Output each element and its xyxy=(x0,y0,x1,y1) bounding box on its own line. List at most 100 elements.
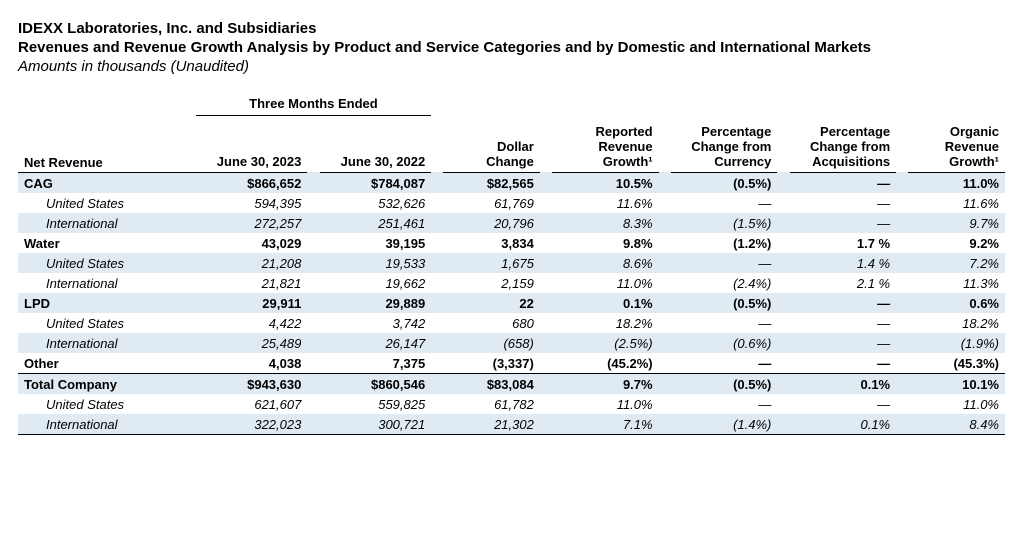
cell: 0.1% xyxy=(790,373,897,394)
cell: 21,302 xyxy=(443,414,539,435)
cell: 4,422 xyxy=(196,313,308,333)
cell: 61,769 xyxy=(443,193,539,213)
col-header-7: Organic Revenue Growth¹ xyxy=(908,122,1005,172)
col-header-3: Dollar Change xyxy=(443,122,539,172)
cell: 9.7% xyxy=(908,213,1005,233)
row-header: Net Revenue xyxy=(18,122,196,172)
cell: 10.1% xyxy=(908,373,1005,394)
cell: 0.6% xyxy=(908,293,1005,313)
cell: 10.5% xyxy=(552,172,659,193)
cell: 7.1% xyxy=(552,414,659,435)
cell: (0.6%) xyxy=(671,333,778,353)
cell: — xyxy=(790,313,897,333)
cell: (45.3%) xyxy=(908,353,1005,374)
cell: (0.5%) xyxy=(671,172,778,193)
cell: 21,208 xyxy=(196,253,308,273)
cell: United States xyxy=(18,253,196,273)
cell: (1.9%) xyxy=(908,333,1005,353)
cell: International xyxy=(18,273,196,293)
cell: — xyxy=(671,394,778,414)
cell: — xyxy=(790,353,897,374)
cell: 532,626 xyxy=(320,193,432,213)
cell: 2,159 xyxy=(443,273,539,293)
cell: (45.2%) xyxy=(552,353,659,374)
table-row: Total Company$943,630$860,546$83,0849.7%… xyxy=(18,373,1005,394)
cell: International xyxy=(18,333,196,353)
cell: United States xyxy=(18,394,196,414)
cell: LPD xyxy=(18,293,196,313)
cell: — xyxy=(671,193,778,213)
table-row: United States594,395532,62661,76911.6%——… xyxy=(18,193,1005,213)
cell: (1.4%) xyxy=(671,414,778,435)
cell: $866,652 xyxy=(196,172,308,193)
cell: 300,721 xyxy=(320,414,432,435)
cell: 18.2% xyxy=(552,313,659,333)
cell: 594,395 xyxy=(196,193,308,213)
table-row: Water43,02939,1953,8349.8%(1.2%)1.7 %9.2… xyxy=(18,233,1005,253)
table-row: International272,257251,46120,7968.3%(1.… xyxy=(18,213,1005,233)
cell: 680 xyxy=(443,313,539,333)
cell: — xyxy=(790,333,897,353)
cell: 11.0% xyxy=(552,273,659,293)
company-name: IDEXX Laboratories, Inc. and Subsidiarie… xyxy=(18,20,1005,37)
cell: 18.2% xyxy=(908,313,1005,333)
cell: 3,742 xyxy=(320,313,432,333)
cell: — xyxy=(790,394,897,414)
cell: International xyxy=(18,414,196,435)
cell: — xyxy=(790,193,897,213)
cell: 322,023 xyxy=(196,414,308,435)
cell: 9.2% xyxy=(908,233,1005,253)
cell: 11.0% xyxy=(908,172,1005,193)
cell: 22 xyxy=(443,293,539,313)
cell: $784,087 xyxy=(320,172,432,193)
cell: International xyxy=(18,213,196,233)
cell: 7,375 xyxy=(320,353,432,374)
cell: 1.7 % xyxy=(790,233,897,253)
cell: — xyxy=(671,253,778,273)
cell: (0.5%) xyxy=(671,373,778,394)
cell: 29,889 xyxy=(320,293,432,313)
col-header-5: Percentage Change from Currency xyxy=(671,122,778,172)
table-row: International25,48926,147(658)(2.5%)(0.6… xyxy=(18,333,1005,353)
cell: 25,489 xyxy=(196,333,308,353)
cell: Total Company xyxy=(18,373,196,394)
cell: 21,821 xyxy=(196,273,308,293)
cell: 29,911 xyxy=(196,293,308,313)
column-header-row: Net Revenue June 30, 2023 June 30, 2022 … xyxy=(18,122,1005,172)
cell: 11.0% xyxy=(908,394,1005,414)
amounts-note: Amounts in thousands (Unaudited) xyxy=(18,58,1005,75)
period-row: Three Months Ended xyxy=(18,93,1005,116)
table-row: United States4,4223,74268018.2%——18.2% xyxy=(18,313,1005,333)
cell: 39,195 xyxy=(320,233,432,253)
cell: 43,029 xyxy=(196,233,308,253)
col-header-6: Percentage Change from Acquisitions xyxy=(790,122,897,172)
cell: 8.4% xyxy=(908,414,1005,435)
cell: — xyxy=(671,313,778,333)
cell: (3,337) xyxy=(443,353,539,374)
table-row: International322,023 300,721 21,302 7.1% (1.… xyxy=(18,414,1005,435)
table-row: LPD29,91129,889220.1%(0.5%)—0.6% xyxy=(18,293,1005,313)
cell: (1.2%) xyxy=(671,233,778,253)
table-row: International21,82119,6622,15911.0%(2.4%… xyxy=(18,273,1005,293)
cell: 251,461 xyxy=(320,213,432,233)
cell: 0.1% xyxy=(552,293,659,313)
cell: 11.3% xyxy=(908,273,1005,293)
cell: 272,257 xyxy=(196,213,308,233)
cell: 8.3% xyxy=(552,213,659,233)
cell: 11.6% xyxy=(908,193,1005,213)
period-label: Three Months Ended xyxy=(196,93,432,116)
cell: 61,782 xyxy=(443,394,539,414)
cell: $943,630 xyxy=(196,373,308,394)
cell: 0.1% xyxy=(790,414,897,435)
cell: — xyxy=(790,213,897,233)
cell: 4,038 xyxy=(196,353,308,374)
table-row: CAG$866,652$784,087$82,56510.5%(0.5%)—11… xyxy=(18,172,1005,193)
table-row: United States21,20819,5331,6758.6%—1.4 %… xyxy=(18,253,1005,273)
cell: $83,084 xyxy=(443,373,539,394)
cell: CAG xyxy=(18,172,196,193)
cell: Other xyxy=(18,353,196,374)
report-title: Revenues and Revenue Growth Analysis by … xyxy=(18,39,1005,56)
cell: 2.1 % xyxy=(790,273,897,293)
cell: 9.7% xyxy=(552,373,659,394)
cell: 11.0% xyxy=(552,394,659,414)
